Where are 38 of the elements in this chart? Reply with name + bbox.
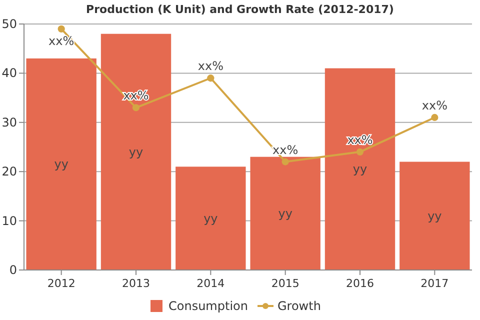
point (356, 148, 364, 156)
x-tick-label: 2014 (196, 277, 225, 290)
data-label: yy (128, 144, 144, 159)
data-label: yy (278, 206, 292, 220)
legend-label: Growth (278, 299, 321, 313)
bar (176, 166, 246, 270)
y-tick-label: 10 (2, 214, 17, 228)
y-tick-label: 30 (2, 115, 17, 130)
bar (324, 68, 396, 270)
data-label: xx% (198, 59, 224, 74)
x-tick-label: 2013 (122, 277, 150, 290)
data-label: xx% (347, 132, 373, 147)
bar (400, 162, 470, 270)
data-label: yy (352, 162, 368, 176)
data-label: xx% (123, 88, 149, 103)
data-label: xx% (48, 34, 74, 48)
point (431, 114, 438, 122)
bar (26, 58, 96, 270)
x-tick-label: 2017 (420, 277, 449, 290)
y-tick-label: 50 (2, 17, 17, 31)
x-tick-label: 2012 (47, 277, 76, 290)
data-label: xx% (422, 98, 448, 112)
bar (250, 156, 320, 270)
y-tick-label: 20 (2, 164, 17, 179)
legend-label: Consumption (168, 299, 248, 313)
point (282, 158, 289, 166)
data-label: yy (54, 157, 68, 172)
data-label: yy (428, 208, 442, 223)
point (58, 25, 65, 32)
x-tick-label: 2016 (346, 277, 374, 290)
data-label: yy (204, 211, 218, 226)
y-tick-label: 40 (2, 66, 17, 80)
point (132, 104, 140, 112)
point (207, 74, 214, 82)
chart-title: Production (K Unit) and Growth Rate (2012-2017) (86, 3, 394, 16)
x-tick-label: 2015 (271, 277, 300, 290)
bar (100, 34, 172, 270)
y-tick-label: 0 (9, 263, 17, 277)
